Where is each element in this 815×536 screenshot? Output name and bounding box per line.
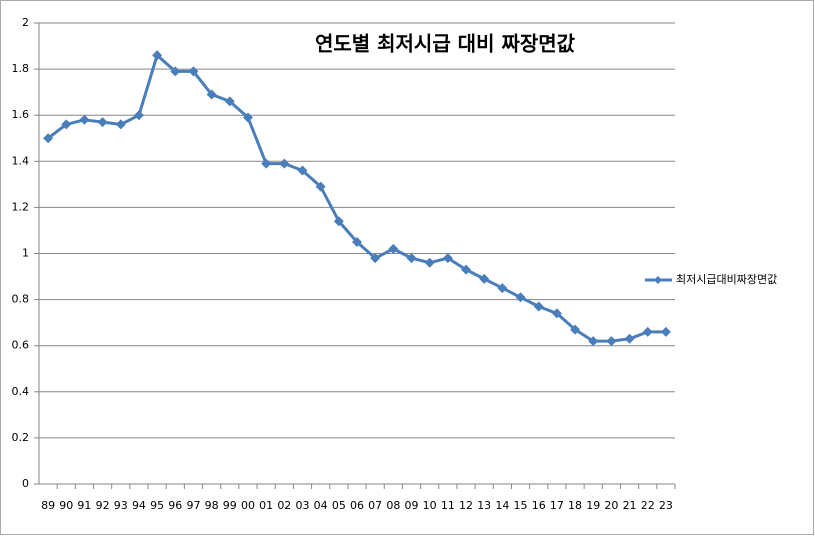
marker — [97, 117, 108, 128]
x-tick-label: 98 — [205, 499, 219, 512]
x-tick-label: 20 — [604, 499, 618, 512]
marker — [224, 96, 235, 107]
marker — [588, 336, 599, 347]
marker — [43, 133, 54, 144]
x-tick-label: 21 — [623, 499, 637, 512]
marker — [206, 89, 217, 100]
x-tick-label: 22 — [641, 499, 655, 512]
marker — [133, 110, 144, 121]
x-tick-label: 13 — [477, 499, 491, 512]
marker — [624, 333, 635, 344]
y-tick-label: 1.8 — [12, 62, 30, 75]
x-tick-label: 01 — [259, 499, 273, 512]
y-tick-label: 0.6 — [12, 339, 30, 352]
x-tick-label: 06 — [350, 499, 364, 512]
x-tick-label: 99 — [223, 499, 237, 512]
marker — [551, 308, 562, 319]
x-tick-label: 90 — [59, 499, 73, 512]
x-tick-label: 08 — [386, 499, 400, 512]
marker — [497, 283, 508, 294]
marker — [424, 257, 435, 268]
x-tick-label: 04 — [314, 499, 328, 512]
marker — [479, 273, 490, 284]
marker — [370, 253, 381, 264]
x-tick-label: 03 — [295, 499, 309, 512]
marker — [61, 119, 72, 130]
x-tick-label: 10 — [423, 499, 437, 512]
x-tick-label: 11 — [441, 499, 455, 512]
x-tick-label: 18 — [568, 499, 582, 512]
x-tick-label: 00 — [241, 499, 255, 512]
x-tick-label: 23 — [659, 499, 673, 512]
x-tick-label: 12 — [459, 499, 473, 512]
marker — [115, 119, 126, 130]
y-tick-label: 0 — [22, 477, 29, 490]
marker — [533, 301, 544, 312]
y-tick-label: 0.8 — [12, 293, 30, 306]
x-tick-label: 02 — [277, 499, 291, 512]
y-tick-label: 1 — [22, 247, 29, 260]
marker — [170, 66, 181, 77]
marker — [442, 253, 453, 264]
y-tick-label: 2 — [22, 16, 29, 29]
x-tick-label: 19 — [586, 499, 600, 512]
marker — [261, 158, 272, 169]
x-tick-label: 16 — [532, 499, 546, 512]
x-tick-label: 94 — [132, 499, 146, 512]
marker — [352, 236, 362, 247]
x-tick-label: 07 — [368, 499, 382, 512]
marker — [642, 326, 653, 337]
y-tick-label: 1.2 — [12, 200, 30, 213]
x-tick-label: 93 — [114, 499, 128, 512]
marker — [388, 243, 399, 254]
x-tick-label: 97 — [186, 499, 200, 512]
marker — [660, 326, 671, 337]
y-tick-label: 1.4 — [12, 154, 30, 167]
x-tick-label: 05 — [332, 499, 346, 512]
x-tick-label: 15 — [514, 499, 528, 512]
marker — [570, 324, 581, 335]
x-tick-label: 95 — [150, 499, 164, 512]
marker — [406, 253, 417, 264]
legend-label: 최저시급대비짜장면값 — [676, 273, 777, 286]
legend-marker — [654, 276, 662, 284]
marker — [242, 112, 253, 123]
marker — [152, 50, 163, 61]
marker — [461, 264, 472, 275]
x-tick-label: 91 — [77, 499, 91, 512]
marker — [515, 292, 526, 303]
marker — [79, 114, 90, 125]
x-tick-label: 14 — [495, 499, 509, 512]
marker — [188, 66, 199, 77]
marker — [279, 158, 290, 169]
marker — [297, 165, 308, 176]
y-tick-label: 0.2 — [12, 431, 30, 444]
chart-title: 연도별 최저시급 대비 짜장면값 — [315, 32, 576, 56]
x-tick-label: 09 — [405, 499, 419, 512]
x-tick-label: 92 — [96, 499, 110, 512]
marker — [315, 181, 326, 192]
x-tick-label: 17 — [550, 499, 564, 512]
y-tick-label: 1.6 — [12, 108, 30, 121]
marker — [333, 216, 344, 227]
y-tick-label: 0.4 — [12, 385, 30, 398]
marker — [606, 336, 617, 347]
x-tick-label: 96 — [168, 499, 182, 512]
x-tick-label: 89 — [41, 499, 55, 512]
